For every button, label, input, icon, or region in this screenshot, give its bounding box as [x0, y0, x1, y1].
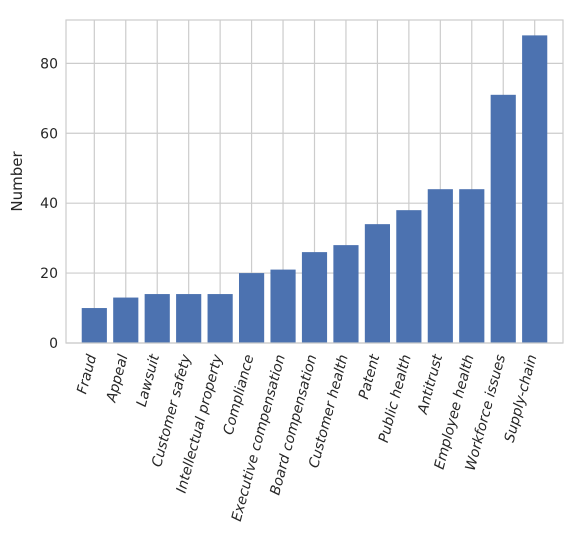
x-tick-label: Antitrust [415, 352, 447, 416]
plot-frame [65, 19, 564, 344]
bar-public-health [396, 210, 422, 343]
x-tick-label: Appeal [103, 353, 131, 405]
x-tick-label: Patent [356, 352, 383, 401]
y-tick-label: 80 [40, 56, 58, 72]
x-tick-label: Supply-chain [502, 353, 541, 444]
x-tick-label: Compliance [221, 353, 258, 437]
bar-lawsuit [144, 294, 170, 343]
y-tick-labels: 0 20 40 60 80 [40, 56, 58, 352]
bar-antitrust [427, 189, 453, 343]
y-tick-label: 60 [40, 126, 58, 142]
y-tick-label: 0 [49, 336, 58, 352]
x-tick-label: Public health [376, 353, 415, 445]
bar-supply-chain [522, 35, 548, 343]
y-tick-label: 40 [40, 196, 58, 212]
bar-workforce-issues [490, 94, 516, 343]
y-axis-label: Number [8, 151, 26, 212]
bar-compliance [239, 273, 265, 343]
y-tick-label: 20 [40, 266, 58, 282]
bar-patent [364, 224, 390, 343]
bar-fraud [81, 308, 107, 343]
bar-executive-compensation [270, 269, 296, 343]
bar-customer-health [333, 245, 359, 343]
bar-employee-health [459, 189, 485, 343]
bar-intellectual-property [207, 294, 233, 343]
bar-customer-safety [176, 294, 202, 343]
bar-board-compensation [301, 252, 328, 343]
x-tick-label: Lawsuit [134, 352, 163, 408]
bar-appeal [113, 297, 139, 343]
bars [81, 35, 548, 343]
x-tick-label: Fraud [74, 353, 100, 396]
